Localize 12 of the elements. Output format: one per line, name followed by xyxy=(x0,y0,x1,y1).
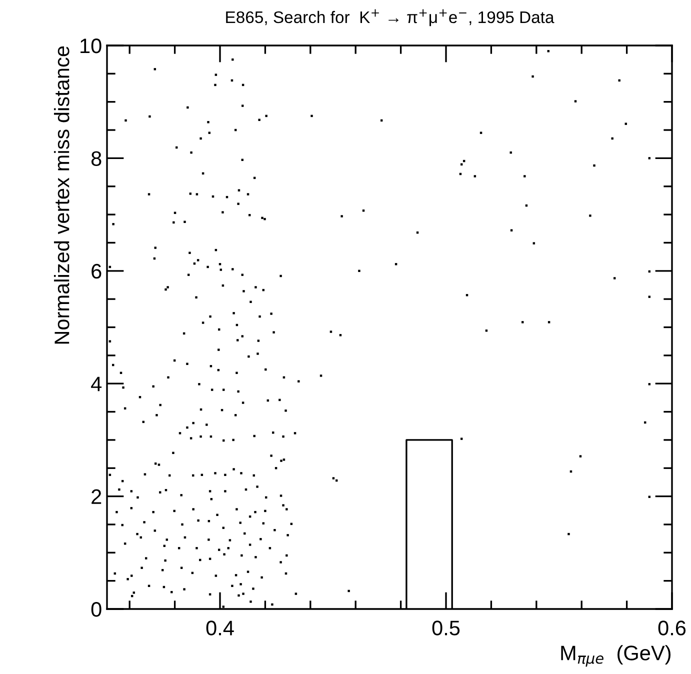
x-axis-title: M$_{πμe}$ (GeV) xyxy=(561,645,670,667)
x-tick-label: 0.6 xyxy=(658,620,686,636)
y-tick-label: 8 xyxy=(91,151,102,166)
y-axis-title: Normalized vertex miss distance xyxy=(54,46,70,344)
y-tick-label: 10 xyxy=(80,38,102,54)
y-tick-label: 6 xyxy=(92,264,102,279)
y-tick-label: 4 xyxy=(91,376,102,392)
y-tick-label: 0 xyxy=(91,602,102,617)
y-tick-label: 2 xyxy=(92,489,102,504)
chart-title: E865, Search for K$^{+}$ → π$^{+}$μ$^{+}$e$^{−}$, 1995 Data xyxy=(226,9,554,26)
x-tick-label: 0.4 xyxy=(206,620,234,636)
x-tick-label: 0.5 xyxy=(432,620,460,636)
